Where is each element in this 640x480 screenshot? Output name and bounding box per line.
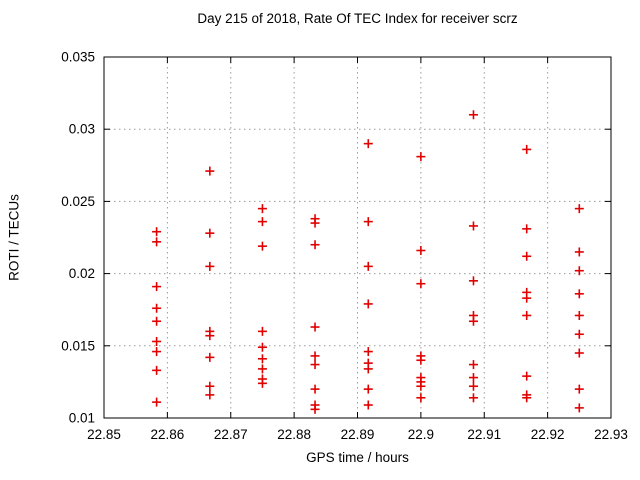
y-tick-label: 0.035 — [61, 50, 95, 65]
y-tick-label: 0.01 — [69, 411, 95, 426]
x-tick-label: 22.91 — [467, 427, 501, 442]
y-axis-label: ROTI / TECUs — [6, 194, 22, 281]
x-tick-label: 22.92 — [531, 427, 565, 442]
x-tick-label: 22.85 — [87, 427, 121, 442]
x-tick-label: 22.9 — [408, 427, 434, 442]
x-tick-label: 22.89 — [341, 427, 375, 442]
y-tick-label: 0.03 — [69, 122, 95, 137]
x-axis-label: GPS time / hours — [306, 450, 409, 465]
chart-title: Day 215 of 2018, Rate Of TEC Index for r… — [197, 11, 518, 26]
y-tick-label: 0.02 — [69, 266, 95, 281]
y-tick-label: 0.015 — [61, 338, 95, 353]
y-tick-label: 0.025 — [61, 194, 95, 209]
x-tick-label: 22.88 — [277, 427, 311, 442]
x-tick-label: 22.93 — [594, 427, 628, 442]
x-tick-label: 22.86 — [150, 427, 184, 442]
x-tick-label: 22.87 — [214, 427, 248, 442]
